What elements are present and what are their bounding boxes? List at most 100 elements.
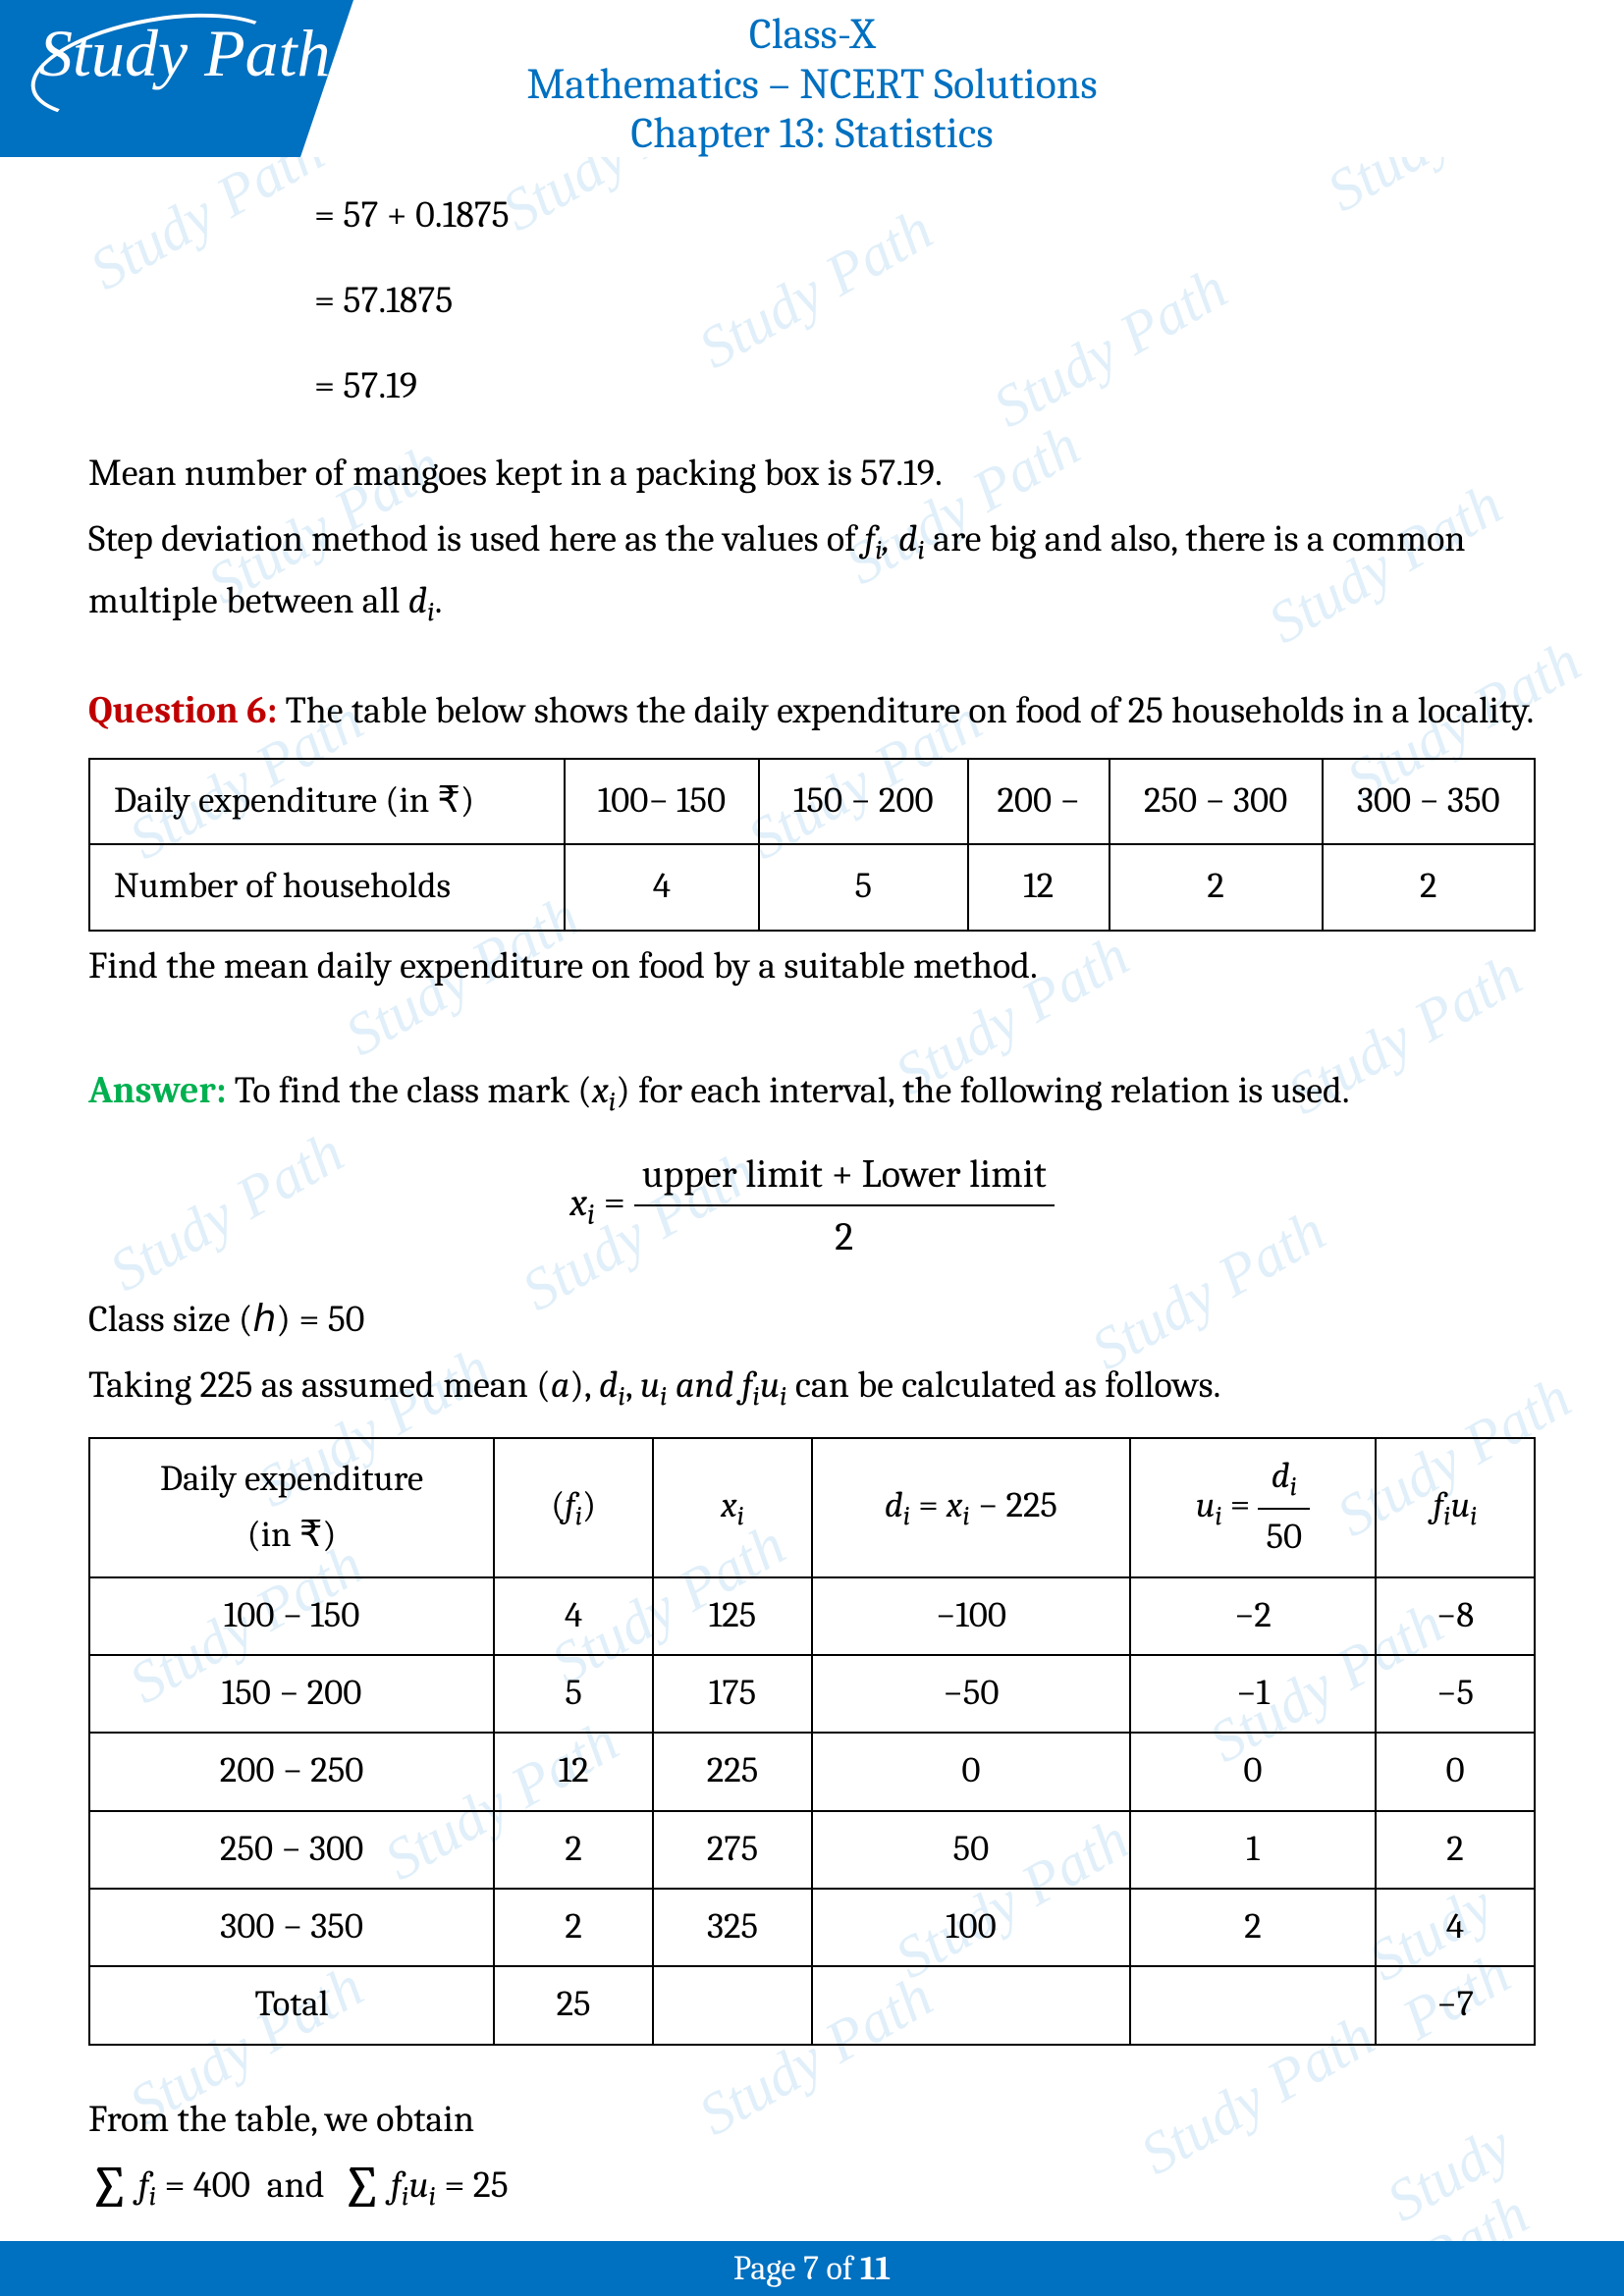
question-text: The table below shows the daily expendit… — [277, 689, 1534, 732]
question-followup: Find the mean daily expenditure on food … — [88, 937, 1536, 995]
table-row: Number of households 4 5 12 2 2 — [89, 844, 1535, 930]
table-cell — [812, 1966, 1130, 2044]
table-row: 150 − 200 5 175 −50 −1 −5 — [89, 1655, 1535, 1733]
math-var: fi, di — [864, 517, 924, 561]
table-cell: −100 — [812, 1577, 1130, 1655]
table-cell: 150 − 200 — [89, 1655, 494, 1733]
answer-label: Answer: — [88, 1069, 226, 1112]
table-header-row: Daily expenditure (in ₹) (fi) xi di = xi… — [89, 1438, 1535, 1577]
table-cell: 0 — [1376, 1733, 1535, 1810]
question-label: Question 6: — [88, 689, 277, 732]
col-header: (fi) — [494, 1438, 653, 1577]
page-body: = 57 + 0.1875 = 57.1875 = 57.19 Mean num… — [0, 157, 1624, 2218]
table-cell: 12 — [494, 1733, 653, 1810]
table-cell: 1 — [1130, 1811, 1376, 1889]
table-row: Total 25 −7 — [89, 1966, 1535, 2044]
table-cell: 50 — [812, 1811, 1130, 1889]
table-cell — [1130, 1966, 1376, 2044]
table-row: Daily expenditure (in ₹) 100− 150 150 − … — [89, 759, 1535, 844]
table-cell: 250 − 300 — [1110, 759, 1323, 844]
table-cell: 300 − 350 — [89, 1889, 494, 1966]
sigma-icon: ∑ — [88, 2164, 130, 2212]
calculation-table: Daily expenditure (in ₹) (fi) xi di = xi… — [88, 1437, 1536, 2046]
table-cell: 325 — [653, 1889, 812, 1966]
table-cell: 2 — [1110, 844, 1323, 930]
question-block: Question 6: The table below shows the da… — [88, 682, 1536, 740]
expenditure-input-table: Daily expenditure (in ₹) 100− 150 150 − … — [88, 758, 1536, 932]
table-cell: −7 — [1376, 1966, 1535, 2044]
table-cell: 200 − — [968, 759, 1110, 844]
table-cell: 300 − 350 — [1323, 759, 1535, 844]
col-header: xi — [653, 1438, 812, 1577]
header-chapter: Chapter 13: Statistics — [0, 109, 1624, 159]
table-cell: 4 — [1376, 1889, 1535, 1966]
closing-text: From the table, we obtain — [88, 2091, 1536, 2149]
conclusion-line: Mean number of mangoes kept in a packing… — [88, 445, 1536, 503]
table-row: 300 − 350 2 325 100 2 4 — [89, 1889, 1535, 1966]
answer-intro: Answer: To find the class mark (xi) for … — [88, 1062, 1536, 1125]
closing-sums: ∑ fi = 400 and ∑ fiui = 25 — [88, 2157, 1536, 2219]
table-row: 200 − 250 12 225 0 0 0 — [89, 1733, 1535, 1810]
table-cell: 2 — [494, 1889, 653, 1966]
table-cell: 200 − 250 — [89, 1733, 494, 1810]
col-header: fiui — [1376, 1438, 1535, 1577]
header-class: Class-X — [0, 10, 1624, 60]
table-cell: 250 − 300 — [89, 1811, 494, 1889]
table-cell: 2 — [1376, 1811, 1535, 1889]
table-cell: 100 − 150 — [89, 1577, 494, 1655]
table-cell: 0 — [812, 1733, 1130, 1810]
conclusion-line: Step deviation method is used here as th… — [88, 510, 1536, 636]
fraction-denominator: 2 — [634, 1206, 1055, 1267]
math-var: di — [408, 579, 435, 622]
table-row: 250 − 300 2 275 50 1 2 — [89, 1811, 1535, 1889]
assumed-mean-text: Taking 225 as assumed mean (a), di, ui a… — [88, 1357, 1536, 1419]
col-header: ui = di 50 — [1130, 1438, 1376, 1577]
table-cell: 2 — [1323, 844, 1535, 930]
table-cell — [653, 1966, 812, 2044]
footer-total: 11 — [860, 2249, 891, 2288]
row-label: Daily expenditure (in ₹) — [89, 759, 565, 844]
table-cell: −2 — [1130, 1577, 1376, 1655]
col-header: di = xi − 225 — [812, 1438, 1130, 1577]
text: Step deviation method is used here as th… — [88, 517, 864, 561]
table-cell: 0 — [1130, 1733, 1376, 1810]
table-cell: −50 — [812, 1655, 1130, 1733]
header-text: (in ₹) — [247, 1515, 337, 1556]
table-cell: 12 — [968, 844, 1110, 930]
table-cell: −1 — [1130, 1655, 1376, 1733]
table-cell: 150 − 200 — [759, 759, 968, 844]
table-cell: Total — [89, 1966, 494, 2044]
calc-line: = 57 + 0.1875 — [314, 187, 1536, 244]
page-footer: Page 7 of 11 — [0, 2241, 1624, 2296]
sigma-icon: ∑ — [341, 2164, 382, 2212]
calc-line: = 57.1875 — [314, 272, 1536, 330]
row-label: Number of households — [89, 844, 565, 930]
fraction-numerator: upper limit + Lower limit — [634, 1144, 1055, 1206]
table-cell: 4 — [494, 1577, 653, 1655]
page-header: Study Path Class-X Mathematics – NCERT S… — [0, 0, 1624, 157]
table-row: 100 − 150 4 125 −100 −2 −8 — [89, 1577, 1535, 1655]
table-cell: 100 — [812, 1889, 1130, 1966]
table-cell: 175 — [653, 1655, 812, 1733]
footer-page: Page 7 of — [733, 2249, 860, 2288]
table-cell: 2 — [494, 1811, 653, 1889]
table-cell: 5 — [494, 1655, 653, 1733]
table-cell: −8 — [1376, 1577, 1535, 1655]
table-cell: 4 — [565, 844, 759, 930]
col-header: Daily expenditure (in ₹) — [89, 1438, 494, 1577]
table-cell: 100− 150 — [565, 759, 759, 844]
header-subject: Mathematics – NCERT Solutions — [0, 60, 1624, 110]
table-cell: 25 — [494, 1966, 653, 2044]
table-cell: 5 — [759, 844, 968, 930]
header-text: Daily expenditure — [160, 1459, 423, 1500]
table-cell: 125 — [653, 1577, 812, 1655]
table-cell: −5 — [1376, 1655, 1535, 1733]
table-cell: 275 — [653, 1811, 812, 1889]
calc-block: = 57 + 0.1875 = 57.1875 = 57.19 — [314, 187, 1536, 415]
fraction: upper limit + Lower limit 2 — [634, 1144, 1055, 1267]
header-titles: Class-X Mathematics – NCERT Solutions Ch… — [0, 10, 1624, 159]
class-mark-formula: xi = upper limit + Lower limit 2 — [88, 1144, 1536, 1267]
table-cell: 2 — [1130, 1889, 1376, 1966]
table-cell: 225 — [653, 1733, 812, 1810]
answer-text: To find the class mark (xi) for each int… — [226, 1069, 1349, 1112]
